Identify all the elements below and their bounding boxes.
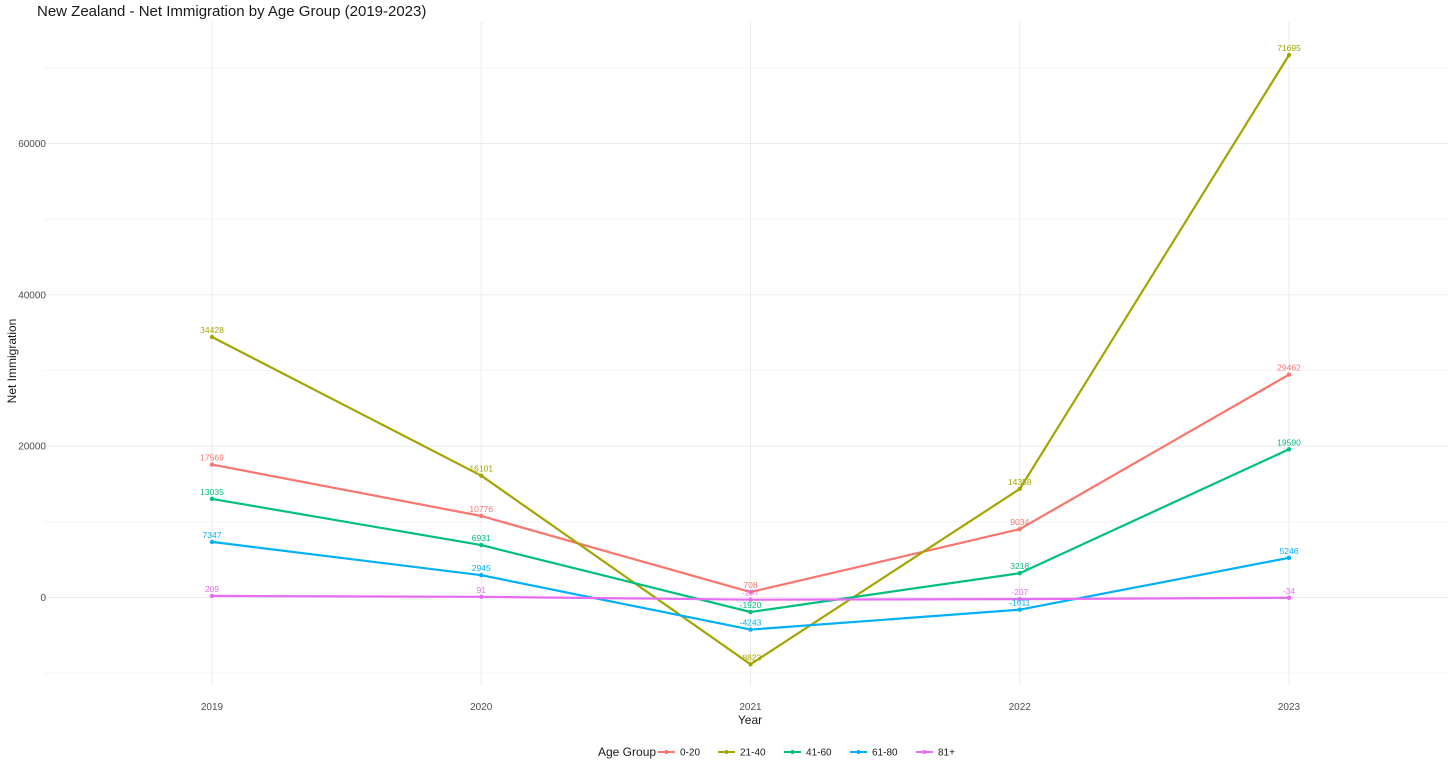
data-label: -4243 [740, 618, 762, 628]
data-point [209, 593, 215, 599]
data-point [209, 496, 215, 502]
x-axis-title: Year [738, 713, 762, 727]
data-label: 3218 [1010, 561, 1029, 571]
data-point [1286, 52, 1292, 58]
data-label: 9034 [1010, 517, 1029, 527]
x-tick-label: 2020 [470, 702, 493, 713]
data-point [209, 334, 215, 340]
legend-label: 0-20 [680, 748, 700, 759]
y-tick-label: 60000 [18, 139, 46, 150]
x-tick-label: 2023 [1278, 702, 1301, 713]
data-point [1286, 595, 1292, 600]
data-label: 6931 [472, 533, 491, 543]
x-tick-label: 2022 [1009, 702, 1032, 713]
y-tick-label: 40000 [18, 290, 46, 301]
data-point [209, 462, 215, 467]
data-point [748, 627, 753, 632]
data-label: 13035 [200, 487, 224, 497]
legend-item: 21-40 [718, 748, 766, 759]
data-label: 29462 [1277, 363, 1301, 373]
data-point [1017, 570, 1022, 576]
data-label: -297 [742, 588, 759, 598]
data-label: -1920 [740, 600, 762, 610]
data-point [748, 609, 753, 615]
legend-key-point [856, 750, 861, 754]
data-point [1017, 486, 1022, 492]
data-point [1017, 596, 1022, 602]
data-point [748, 597, 753, 602]
data-label: 5246 [1280, 546, 1299, 556]
series-layer [209, 52, 1292, 667]
legend-key-point [790, 750, 795, 754]
data-point [1017, 526, 1022, 532]
y-tick-label: 20000 [18, 442, 46, 453]
legend-label: 41-60 [806, 748, 832, 759]
data-label: 209 [205, 584, 219, 594]
data-label: 7347 [203, 530, 222, 540]
data-label: 17569 [200, 453, 224, 463]
series-81+ [209, 593, 1292, 602]
legend-item: 0-20 [658, 748, 700, 759]
x-tick-label: 2019 [201, 702, 224, 713]
series-0-20 [209, 372, 1292, 595]
y-axis-title: Net Immigration [5, 319, 19, 404]
x-tick-label: 2021 [739, 702, 762, 713]
data-label: 10776 [469, 504, 493, 514]
data-label: 91 [477, 585, 487, 595]
data-point [1286, 372, 1292, 377]
data-point [209, 539, 215, 545]
data-point [479, 573, 484, 578]
data-point [748, 662, 753, 667]
data-label: 34428 [200, 325, 224, 335]
legend-label: 21-40 [740, 748, 766, 759]
legend-key-point [922, 750, 927, 754]
data-label: 16101 [469, 464, 493, 474]
data-label: -8823 [740, 652, 762, 662]
data-label: -207 [1011, 587, 1028, 597]
series-61-80 [209, 539, 1292, 632]
data-label: 708 [743, 580, 757, 590]
legend-item: 61-80 [850, 748, 898, 759]
data-label: -34 [1283, 586, 1296, 596]
legend-title: Age Group [598, 745, 656, 759]
series-21-40 [209, 52, 1292, 667]
data-label: 14358 [1008, 477, 1032, 487]
chart-title: New Zealand - Net Immigration by Age Gro… [37, 3, 427, 20]
data-point [479, 594, 484, 600]
data-point [1286, 555, 1292, 561]
data-labels: 17569 10776 708 9034 29462 34428 16101 -8823 143… [200, 43, 1301, 662]
data-point [748, 589, 753, 595]
data-point [1017, 607, 1022, 612]
legend-key-point [664, 750, 669, 754]
y-tick-label: 0 [40, 593, 46, 604]
axes: 0 20000 40000 60000 2019 2020 2021 2022 2023 [18, 139, 1300, 713]
legend-item: 81+ [916, 748, 955, 759]
data-label: 19590 [1277, 437, 1301, 447]
series-41-60 [209, 447, 1292, 615]
data-point [479, 513, 484, 519]
legend-key-point [724, 750, 729, 754]
data-label: 2945 [472, 563, 491, 573]
data-point [479, 473, 484, 478]
data-label: 71695 [1277, 43, 1301, 53]
legend-item: 41-60 [784, 748, 832, 759]
legend-label: 61-80 [872, 748, 898, 759]
legend-label: 81+ [938, 748, 955, 759]
data-point [479, 542, 484, 548]
data-point [1286, 447, 1292, 452]
data-label: -1611 [1009, 598, 1030, 608]
legend: Age Group 0-20 21-40 41-60 61-80 81+ [598, 745, 955, 759]
